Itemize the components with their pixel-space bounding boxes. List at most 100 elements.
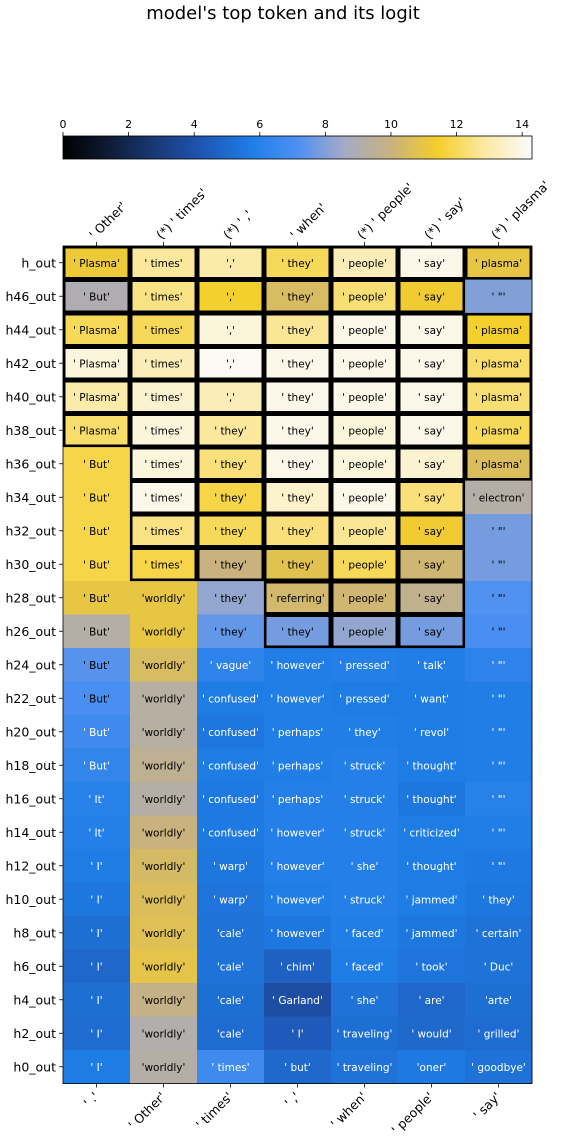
heatmap-cell [264,279,332,314]
heatmap-cell [130,916,198,950]
cell-token-label: ' plasma' [475,358,522,370]
heatmap-cell [197,614,265,649]
cell-outline [62,379,131,414]
heatmap-cell [465,748,533,783]
cell-token-label: ' It' [88,794,104,806]
heatmap-cell [264,1050,332,1084]
cell-token-label: ' "' [492,794,506,806]
cell-token-label: ' "' [492,827,506,839]
cell-token-label: ' Plasma' [73,358,120,370]
heatmap-cell [264,313,332,347]
cell-token-label: ' times' [144,291,182,303]
heatmap-cell [130,447,198,481]
cell-token-label: ' "' [492,861,506,873]
heatmap-cell [197,1050,265,1084]
cell-outline [397,446,466,481]
heatmap-cell [398,882,466,917]
cell-token-label: ' "' [492,660,506,672]
heatmap-cell [63,882,131,917]
heatmap-cell [398,849,466,883]
cell-token-label: ' say' [418,559,445,571]
heatmap-cell [331,815,399,850]
cell-token-label: ' people' [342,325,387,337]
cell-token-label: 'worldly' [142,861,186,873]
colorbar-tick-label: 0 [60,118,67,131]
heatmap-cell [264,983,332,1017]
cell-token-label: ' they' [281,459,314,471]
top-axis-labels: ' Other' (*) ' times' (*) ' ,' ' when' (*) '… [86,178,553,246]
top-label: (*) ' people' [354,180,416,242]
cell-token-label: ' however' [270,660,324,672]
cell-token-label: ' they' [281,392,314,404]
heatmap-cell [398,715,466,749]
cell-token-label: 'worldly' [142,593,186,605]
cell-token-label: ' however' [270,894,324,906]
row-label: h32_out [5,523,56,538]
cell-token-label: 'worldly' [142,794,186,806]
cell-token-label: ' people' [342,291,387,303]
cell-token-label: ' But' [83,559,110,571]
heatmap-cell [465,1050,533,1084]
heatmap-cell [197,246,265,280]
row-label: h24_out [5,657,56,672]
heatmap-cell [63,1050,131,1084]
cell-token-label: ' But' [83,291,110,303]
heatmap-cell [197,514,265,548]
row-label: h20_out [5,724,56,739]
heatmap-cell [398,983,466,1017]
top-label: (*) ' say' [421,194,469,242]
cell-token-label: ' jammed' [405,928,457,940]
cell-token-label: 'cale' [217,1028,244,1040]
cell-token-label: ' I' [90,961,102,973]
heatmap-cell [465,715,533,749]
cell-token-label: ' they' [281,358,314,370]
heatmap-cell [130,480,198,515]
cell-outline [263,379,332,414]
cell-outline [397,614,466,649]
heatmap-cell [63,547,131,582]
cell-token-label: ' times' [144,526,182,538]
colorbar-tick-label: 10 [384,118,398,131]
heatmap-cell [264,782,332,816]
heatmap-cell [398,1050,466,1084]
heatmap-cell [264,815,332,850]
cell-token-label: ' I' [291,1028,303,1040]
heatmap-cell [130,782,198,816]
cell-outline [196,513,265,548]
heatmap-cell [331,1050,399,1084]
cell-outline [129,245,198,280]
cell-token-label: 'cale' [217,995,244,1007]
row-label: h_out [21,255,56,270]
heatmap-cell [63,346,131,381]
cell-outline [330,312,399,347]
cell-token-label: 'worldly' [142,1062,186,1074]
heatmap-cell [465,949,533,984]
cell-token-label: ' times' [144,492,182,504]
cell-token-label: ',' [226,291,235,303]
cell-token-label: ' she' [351,995,379,1007]
heatmap-cell [398,916,466,950]
cell-token-label: 'worldly' [142,827,186,839]
cell-outline [330,547,399,582]
row-label: h18_out [5,758,56,773]
cell-token-label: ' I' [90,861,102,873]
cell-token-label: ' they' [281,526,314,538]
cell-token-label: ' I' [90,1028,102,1040]
row-label: h14_out [5,825,56,840]
cell-outline [196,312,265,347]
colorbar-tick-label: 6 [256,118,263,131]
heatmap-cell [130,715,198,749]
cell-outline [129,279,198,314]
heatmap-cell [398,413,466,448]
colorbar-tick-label: 14 [515,118,529,131]
heatmap-cell [331,648,399,682]
cell-outline [397,513,466,548]
cell-outline [330,279,399,314]
cell-token-label: ' they' [214,626,247,638]
cell-token-label: ' faced' [345,928,383,940]
cell-token-label: ' say' [418,425,445,437]
cell-outline [62,279,131,314]
row-label: h30_out [5,557,56,572]
heatmap-cell [465,581,533,615]
colorbar-tick-label: 12 [450,118,464,131]
